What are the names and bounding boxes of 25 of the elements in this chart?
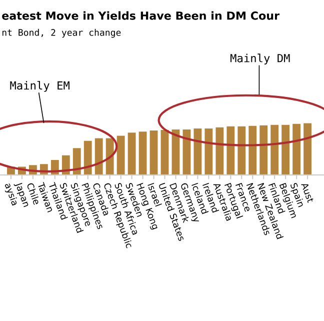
bar: [270, 124, 279, 175]
bar: [204, 128, 213, 175]
bar: [226, 126, 235, 175]
x-tick-label: Aust: [300, 182, 314, 203]
bar: [106, 138, 114, 175]
bar: [160, 130, 169, 175]
bar: [292, 124, 300, 175]
bar: [72, 148, 81, 175]
bar: [260, 125, 268, 175]
bar: [84, 140, 92, 175]
chart-subtitle: nt Bond, 2 year change: [2, 28, 121, 38]
bar: [116, 136, 125, 175]
bar: [282, 124, 290, 175]
text: Mainly EM: [10, 80, 70, 92]
bar: [150, 130, 158, 175]
bar: [216, 127, 224, 175]
bar: [238, 126, 246, 175]
bar: [304, 123, 312, 175]
bar: [128, 132, 136, 175]
bar: [248, 126, 257, 175]
chart-title: eatest Move in Yields Have Been in DM Cour: [2, 11, 280, 20]
text: Mainly DM: [230, 54, 290, 64]
bar: [138, 132, 147, 175]
bar: [194, 128, 202, 175]
bar: [94, 138, 103, 175]
